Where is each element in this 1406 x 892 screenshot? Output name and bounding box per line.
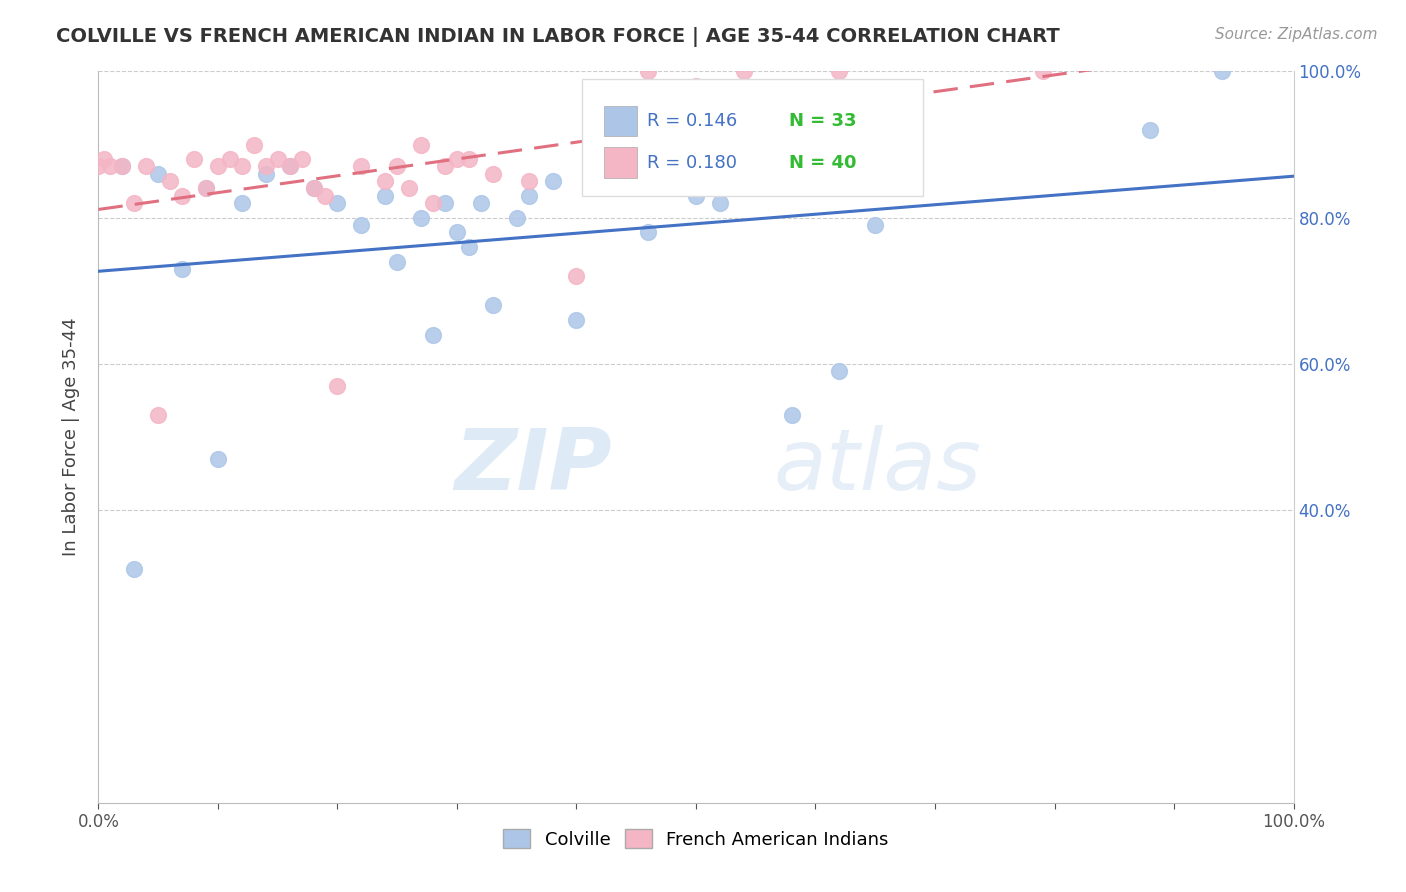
Point — [446, 152, 468, 166]
Point — [278, 160, 301, 174]
Point — [434, 160, 457, 174]
Point — [446, 225, 468, 239]
FancyBboxPatch shape — [605, 106, 637, 136]
Point — [385, 160, 409, 174]
Point — [613, 101, 636, 115]
Y-axis label: In Labor Force | Age 35-44: In Labor Force | Age 35-44 — [62, 318, 80, 557]
Point — [637, 64, 659, 78]
Point — [172, 188, 194, 202]
Point — [733, 64, 755, 78]
Text: N = 33: N = 33 — [789, 112, 856, 130]
Point — [685, 78, 707, 93]
Point — [541, 174, 564, 188]
Point — [422, 196, 444, 211]
Point — [350, 218, 373, 232]
Point — [422, 327, 444, 342]
Point — [326, 196, 349, 211]
Point — [291, 152, 314, 166]
Point — [219, 152, 242, 166]
Point — [481, 298, 505, 312]
Point — [183, 152, 205, 166]
Point — [195, 181, 218, 195]
Point — [124, 196, 146, 211]
Point — [1032, 64, 1054, 78]
Point — [302, 181, 325, 195]
Point — [865, 218, 887, 232]
Point — [195, 181, 218, 195]
Point — [637, 225, 659, 239]
Point — [458, 240, 481, 254]
Point — [481, 167, 505, 181]
Point — [374, 188, 396, 202]
Point — [470, 196, 492, 211]
Text: R = 0.180: R = 0.180 — [647, 153, 737, 172]
Point — [565, 313, 588, 327]
Point — [315, 188, 337, 202]
Point — [148, 167, 170, 181]
Point — [98, 160, 122, 174]
Point — [1139, 123, 1161, 137]
Point — [124, 562, 146, 576]
Point — [458, 152, 481, 166]
Point — [207, 160, 229, 174]
Point — [135, 160, 157, 174]
Point — [159, 174, 181, 188]
FancyBboxPatch shape — [605, 147, 637, 178]
Point — [350, 160, 373, 174]
Point — [685, 188, 707, 202]
FancyBboxPatch shape — [582, 78, 922, 195]
Point — [506, 211, 529, 225]
Text: Source: ZipAtlas.com: Source: ZipAtlas.com — [1215, 27, 1378, 42]
Point — [267, 152, 290, 166]
Point — [385, 254, 409, 268]
Text: COLVILLE VS FRENCH AMERICAN INDIAN IN LABOR FORCE | AGE 35-44 CORRELATION CHART: COLVILLE VS FRENCH AMERICAN INDIAN IN LA… — [56, 27, 1060, 46]
Point — [565, 269, 588, 284]
Text: ZIP: ZIP — [454, 425, 613, 508]
Point — [709, 196, 731, 211]
Point — [254, 167, 277, 181]
Point — [780, 408, 803, 422]
Point — [828, 364, 851, 378]
Point — [411, 137, 433, 152]
Point — [374, 174, 396, 188]
Point — [517, 188, 540, 202]
Point — [231, 160, 253, 174]
Point — [828, 64, 851, 78]
Point — [172, 261, 194, 276]
Legend: Colville, French American Indians: Colville, French American Indians — [496, 822, 896, 856]
Point — [302, 181, 325, 195]
Point — [87, 160, 110, 174]
Point — [231, 196, 253, 211]
Text: R = 0.146: R = 0.146 — [647, 112, 737, 130]
Point — [148, 408, 170, 422]
Point — [1211, 64, 1233, 78]
Point — [517, 174, 540, 188]
Point — [398, 181, 420, 195]
Point — [254, 160, 277, 174]
Point — [111, 160, 134, 174]
Point — [326, 379, 349, 393]
Point — [411, 211, 433, 225]
Point — [111, 160, 134, 174]
Point — [278, 160, 301, 174]
Point — [93, 152, 115, 166]
Text: atlas: atlas — [773, 425, 981, 508]
Point — [207, 452, 229, 467]
Point — [243, 137, 266, 152]
Text: N = 40: N = 40 — [789, 153, 856, 172]
Point — [434, 196, 457, 211]
